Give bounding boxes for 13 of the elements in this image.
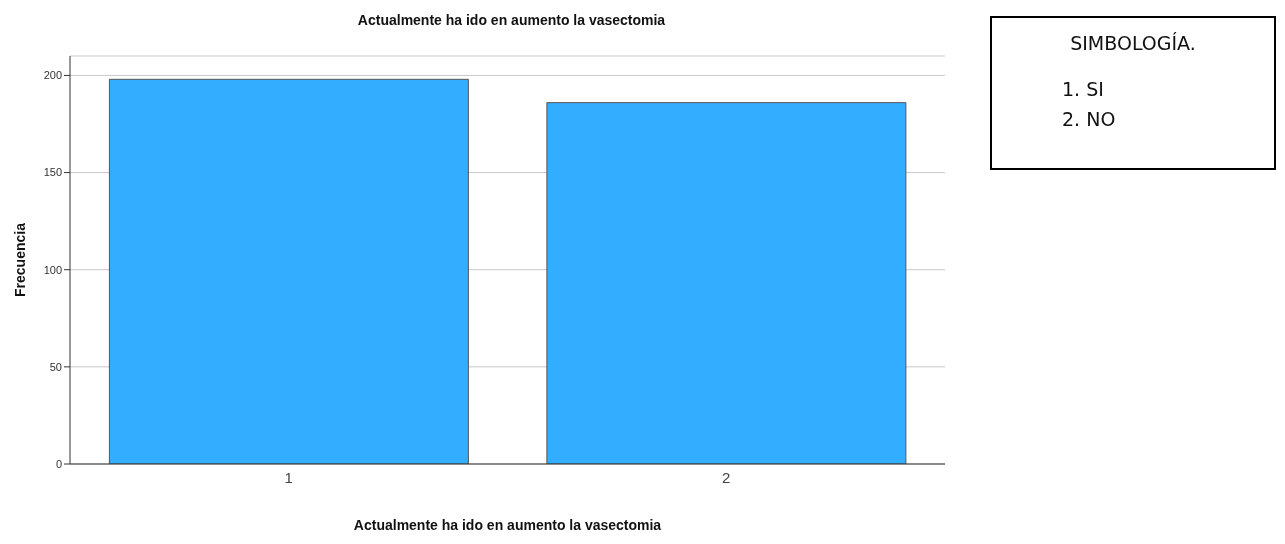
text: 1. SI bbox=[1062, 78, 1105, 100]
y-tick-label: 0 bbox=[55, 457, 62, 470]
y-tick-label: 150 bbox=[43, 166, 62, 179]
x-tick-label: 1 bbox=[284, 468, 293, 486]
x-tick-label: 2 bbox=[722, 468, 731, 486]
chart-title: Actualmente ha ido en aumento la vasectomia bbox=[356, 12, 667, 28]
y-tick-label: 100 bbox=[43, 263, 62, 276]
y-tick-label: 200 bbox=[43, 69, 62, 82]
x-axis-title: Actualmente ha ido en aumento la vasectomia bbox=[353, 517, 662, 533]
y-axis-title: Frecuencia bbox=[11, 222, 28, 297]
text: 2. NO bbox=[1062, 108, 1117, 130]
text: SIMBOLOGÍA. bbox=[1069, 32, 1197, 54]
y-tick-label: 50 bbox=[49, 360, 62, 373]
